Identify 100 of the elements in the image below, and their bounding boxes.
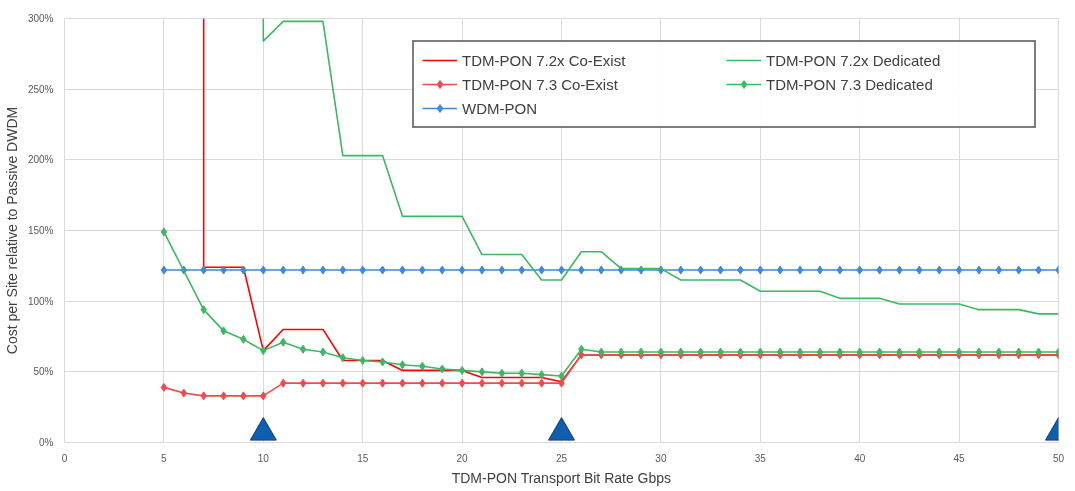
- x-tick-label: 30: [655, 452, 667, 464]
- point: [1015, 265, 1022, 275]
- point: [876, 265, 883, 275]
- point: [160, 382, 168, 392]
- point: [777, 265, 784, 275]
- point: [538, 370, 545, 380]
- point: [339, 265, 346, 275]
- point: [419, 378, 426, 388]
- point: [478, 378, 486, 388]
- point: [598, 265, 605, 275]
- point: [260, 346, 267, 356]
- point: [458, 265, 466, 275]
- x-tick-label: 35: [754, 452, 767, 464]
- y-tick-label: 0%: [39, 437, 54, 448]
- point: [458, 378, 466, 388]
- point: [975, 265, 983, 275]
- point: [339, 378, 346, 388]
- x-tick-label: 50: [1052, 452, 1065, 464]
- y-tick-label: 200%: [27, 154, 54, 166]
- point: [737, 265, 744, 275]
- point: [836, 265, 843, 275]
- point: [757, 265, 764, 275]
- point: [439, 364, 446, 374]
- point: [816, 265, 824, 275]
- point: [697, 265, 704, 275]
- x-tick-label: 5: [161, 452, 168, 464]
- point: [538, 378, 545, 388]
- point: [220, 265, 227, 275]
- y-tick-label: 100%: [27, 295, 54, 307]
- legend-label: TDM-PON 7.2x Co-Exist: [462, 51, 627, 69]
- point: [379, 378, 386, 388]
- point: [260, 391, 267, 401]
- x-tick-label: 20: [456, 452, 469, 464]
- point: [280, 337, 287, 347]
- x-tick-label: 15: [357, 452, 369, 464]
- point: [319, 347, 327, 357]
- point: [677, 265, 684, 275]
- x-axis-title: TDM-PON Transport Bit Rate Gbps: [451, 469, 672, 486]
- point: [319, 265, 327, 275]
- point: [896, 265, 903, 275]
- x-tick-label: 40: [854, 452, 866, 464]
- point: [359, 378, 366, 388]
- point: [558, 265, 565, 275]
- point: [399, 378, 406, 388]
- legend-label: TDM-PON 7.3 Dedicated: [766, 75, 934, 93]
- point: [280, 265, 287, 275]
- point: [200, 391, 207, 401]
- point: [379, 265, 386, 275]
- y-axis-title: Cost per Site relative to Passive DWDM: [3, 106, 20, 355]
- point: [260, 265, 267, 275]
- point: [200, 265, 207, 275]
- point: [220, 326, 227, 336]
- point: [796, 265, 804, 275]
- point: [319, 378, 327, 388]
- point: [359, 265, 366, 275]
- point: [339, 353, 346, 363]
- point: [160, 227, 168, 237]
- point: [1035, 265, 1042, 275]
- point: [419, 265, 426, 275]
- point: [936, 265, 943, 275]
- legend-label: TDM-PON 7.3 Co-Exist: [462, 75, 619, 93]
- legend-label: WDM-PON: [462, 99, 538, 117]
- point: [399, 360, 406, 370]
- point: [498, 378, 506, 388]
- point: [240, 265, 247, 275]
- y-tick-label: 250%: [27, 83, 54, 95]
- point: [478, 367, 486, 377]
- y-tick-label: 300%: [27, 13, 54, 24]
- point: [299, 265, 307, 275]
- point: [299, 344, 307, 354]
- point: [538, 265, 545, 275]
- point: [220, 391, 227, 401]
- point: [498, 265, 506, 275]
- point: [379, 357, 386, 367]
- point: [558, 378, 565, 388]
- x-tick-label: 10: [257, 452, 270, 464]
- x-tick-label: 0: [61, 452, 68, 464]
- point: [280, 378, 287, 388]
- legend-label: TDM-PON 7.2x Dedicated: [766, 51, 942, 69]
- point: [717, 265, 724, 275]
- point: [200, 305, 207, 315]
- x-tick-label: 45: [953, 452, 966, 464]
- point: [558, 371, 565, 381]
- point: [955, 265, 963, 275]
- point: [240, 334, 247, 344]
- x-tick-label: 25: [555, 452, 568, 464]
- y-tick-label: 150%: [27, 225, 54, 236]
- point: [518, 265, 525, 275]
- point: [240, 391, 247, 401]
- point: [578, 265, 585, 275]
- point: [439, 265, 446, 275]
- point: [419, 361, 426, 371]
- point: [856, 265, 863, 275]
- point: [359, 356, 366, 366]
- point: [439, 378, 446, 388]
- y-tick-label: 50%: [33, 366, 54, 378]
- point: [399, 265, 406, 275]
- point: [180, 388, 187, 398]
- point: [578, 344, 585, 354]
- point: [299, 378, 307, 388]
